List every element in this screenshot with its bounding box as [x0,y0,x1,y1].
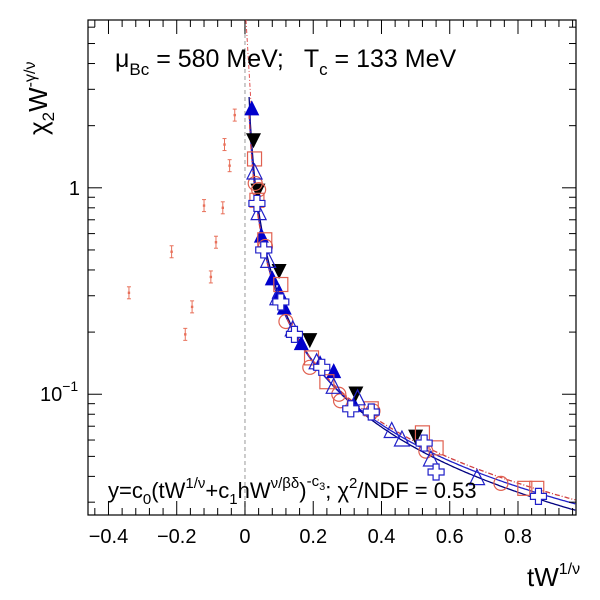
errorbar-point [183,327,188,341]
x-axis-label: tW1/ν [527,561,580,592]
plot-border [87,19,577,516]
fit-curve [248,110,576,505]
open-triangle-up-point [422,449,440,467]
errorbar-point [220,201,225,215]
x-tick-label: −0.2 [157,526,196,548]
open-cross-point [255,241,273,259]
errorbar-point [190,300,195,314]
open-cross-point [342,400,360,418]
fit-curves [245,19,576,511]
open-cross-point [415,434,433,452]
open-triangle-up-point [246,162,264,180]
fit-annotation: y=c0(tW1/ν+c1hWν/βδ)-c3; χ2/NDF = 0.53 [108,473,477,508]
y-tick-label: 10−1 [40,378,78,406]
open-square-point [428,440,444,456]
open-square-point [273,276,289,293]
open-circle-point [493,475,509,491]
filled-triangle-up-point [293,335,309,351]
errorbar-point [202,199,207,213]
open-square-point [319,374,335,390]
x-tick-label: −0.4 [89,526,128,548]
filled-triangle-down-point [246,133,262,149]
open-triangle-up-point [393,429,411,447]
errorbar-point [126,286,131,300]
x-tick-label: 0 [239,526,250,548]
x-tick-label: 0.4 [368,526,396,548]
fit-curve [248,96,576,511]
fit-curve-upper [245,19,252,106]
y-tick-label: 1 [69,178,80,200]
open-cross-point [313,358,331,376]
open-triangle-up-point [250,203,268,221]
open-cross-point [248,194,266,213]
errorbar-point [227,159,232,173]
open-square-point [246,151,263,167]
x-tick-label: 0.2 [299,526,327,548]
open-triangle-up-point [349,388,367,406]
open-cross-point [362,403,380,421]
open-triangle-up-point [259,251,277,269]
open-triangle-up-point [325,376,343,394]
open-cross-point [272,293,290,311]
errorbar-point [222,138,227,152]
open-square-point [517,480,533,496]
errorbar-point [232,108,237,122]
x-tick-label: 0.6 [436,526,464,548]
errorbar-point [208,270,213,284]
errorbar-point [169,245,174,259]
filled-triangle-up-point [244,100,260,116]
data-markers [126,100,548,505]
errorbar-point [213,235,218,249]
open-cross-point [427,463,445,481]
open-cross-point [285,325,304,343]
y-axis-label: χ2W-γ/ν [22,62,58,135]
fit-curve [248,114,576,501]
filled-triangle-up-point [264,270,280,286]
filled-triangle-down-point [302,333,318,349]
open-cross-point [529,487,548,505]
plot-frame [87,19,577,516]
x-tick-label: 0.8 [504,526,532,548]
top-annotation: μBc = 580 MeV; Tc = 133 MeV [115,45,456,79]
axis-ticks: −0.4 −0.2 0 0.2 0.4 0.6 0.8 1 10−1 [40,20,576,548]
open-triangle-up-point [383,421,401,439]
open-triangle-up-point [468,468,486,486]
